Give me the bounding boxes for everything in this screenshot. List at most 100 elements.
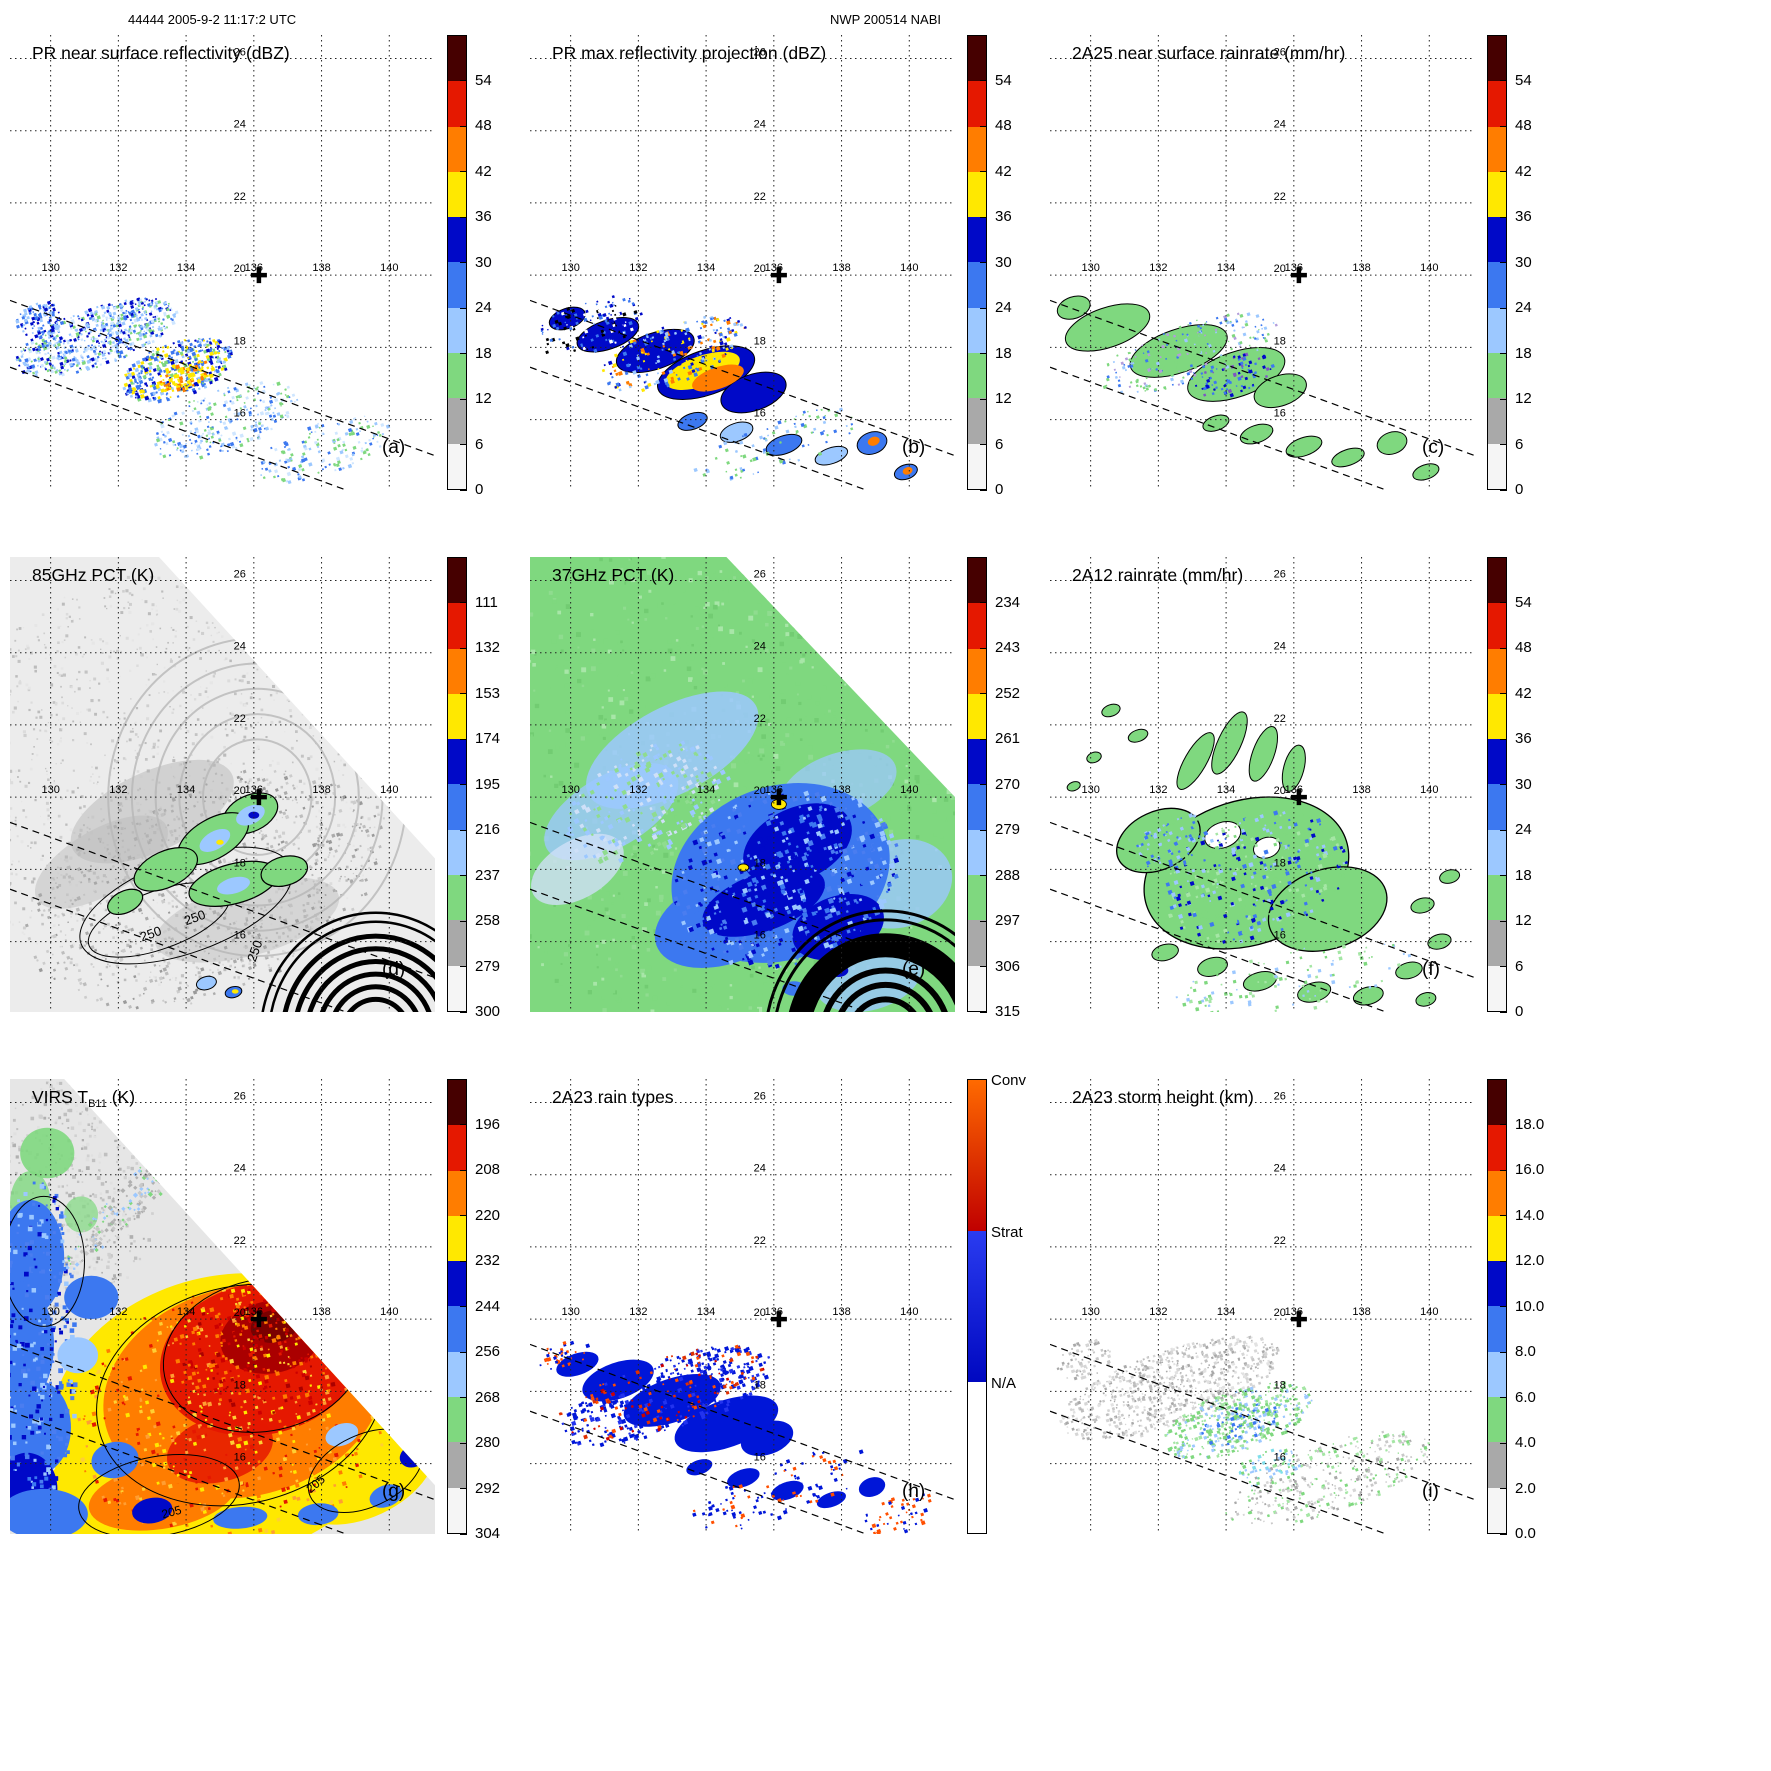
colorbar-tick-label: 0 xyxy=(1515,481,1524,498)
colorbar-tick-label: 24 xyxy=(1515,821,1532,838)
colorbar-tick-mark xyxy=(980,647,987,649)
colorbar-tick-mark xyxy=(460,353,467,354)
colorbar-segment xyxy=(968,875,986,921)
colorbar-tick-mark xyxy=(1500,784,1507,785)
colorbar-bar xyxy=(967,35,987,490)
colorbar-tick-mark xyxy=(460,966,467,967)
panel-letter: (c) xyxy=(1422,437,1445,458)
colorbar-segment xyxy=(1488,1261,1506,1307)
colorbar-tick-label: 208 xyxy=(475,1161,501,1178)
colorbar-tick-label: 24 xyxy=(995,299,1012,316)
colorbar-tick-mark xyxy=(1500,353,1507,354)
colorbar-tick-mark xyxy=(1500,1011,1507,1013)
colorbar-segment xyxy=(448,965,466,1011)
colorbar-tick-mark xyxy=(460,1306,467,1307)
colorbar-tick-mark xyxy=(980,875,987,876)
colorbar-segment xyxy=(448,1170,466,1216)
colorbar-tick-mark xyxy=(980,444,987,445)
colorbar-tick-label: 297 xyxy=(995,912,1021,929)
colorbar-tick-mark xyxy=(460,1260,467,1262)
colorbar-tick-mark xyxy=(980,920,987,922)
colorbar-tick-mark xyxy=(980,602,987,603)
colorbar-tick-mark xyxy=(980,262,987,263)
colorbar-tick-mark xyxy=(460,1442,467,1444)
colorbar-tick-mark xyxy=(980,738,987,740)
colorbar-tick-label: 111 xyxy=(475,593,498,611)
colorbar-tick-label: 12 xyxy=(1515,912,1532,929)
panel-letter: (g) xyxy=(382,1481,406,1502)
colorbar-tick-mark xyxy=(1500,602,1507,603)
colorbar-tick-mark xyxy=(460,1533,467,1535)
colorbar-tick-mark xyxy=(980,489,987,491)
panel-title-text: 2A12 rainrate (mm/hr) xyxy=(1072,565,1244,585)
colorbar-tick-mark xyxy=(460,1215,467,1216)
colorbar-tick-mark xyxy=(460,738,467,740)
colorbar-tick-label: 132 xyxy=(475,639,501,656)
panel-title: 37GHz PCT (K) xyxy=(552,565,674,588)
colorbar-tick-label: 12 xyxy=(475,390,492,407)
colorbar-tick-label: 6.0 xyxy=(1515,1388,1536,1406)
colorbar-tick-mark xyxy=(460,216,467,218)
panel-title: 2A12 rainrate (mm/hr) xyxy=(1072,565,1243,588)
colorbar-tick-mark xyxy=(980,784,987,785)
panel-title: PR near surface reflectivity (dBZ) xyxy=(32,43,290,66)
colorbar-segment xyxy=(448,920,466,966)
colorbar-f: 54 48 42 36 30 24 18 12 6 0 xyxy=(1487,557,1569,1020)
colorbar-segment xyxy=(448,36,466,82)
colorbar-h: Conv Strat N/A xyxy=(967,1072,1049,1534)
colorbar-segment xyxy=(968,920,986,966)
colorbar-segment xyxy=(448,693,466,740)
panel-title-text: PR max reflectivity projection (dBZ) xyxy=(552,43,827,63)
colorbar-bar xyxy=(1487,557,1507,1012)
colorbar-b: 54 48 42 36 30 24 18 12 6 0 xyxy=(967,35,1049,498)
colorbar-segment xyxy=(1488,81,1506,127)
colorbar-tick-label: 280 xyxy=(475,1434,501,1451)
colorbar-tick-label: 0 xyxy=(475,481,484,498)
colorbar-d: 111 132 153 174 195 216 237 258 279 300 xyxy=(447,557,529,1020)
colorbar-segment xyxy=(448,1215,466,1262)
colorbar-segment xyxy=(968,648,986,694)
colorbar-tick-label: 42 xyxy=(475,162,492,180)
colorbar-segment xyxy=(448,353,466,399)
colorbar-tick-label: 36 xyxy=(995,208,1012,225)
map-canvas-c xyxy=(1050,35,1475,490)
colorbar-segment xyxy=(1488,603,1506,649)
colorbar-segment xyxy=(968,81,986,127)
colorbar-category-label: Conv xyxy=(991,1072,1027,1089)
colorbar-tick-mark xyxy=(1500,1169,1507,1171)
colorbar-tick-mark xyxy=(1500,125,1507,127)
map-canvas-d xyxy=(10,557,435,1012)
panel-letter: (h) xyxy=(902,1481,926,1502)
colorbar-tick-label: 54 xyxy=(1515,71,1532,89)
colorbar-tick-label: 234 xyxy=(995,593,1021,611)
colorbar-tick-label: 18 xyxy=(995,344,1012,362)
colorbar-segment xyxy=(1488,1487,1506,1533)
colorbar-tick-label: 54 xyxy=(995,71,1012,89)
colorbar-bar xyxy=(447,1079,467,1534)
colorbar-segment xyxy=(1488,1306,1506,1352)
colorbar-tick-label: 6 xyxy=(1515,957,1524,975)
colorbar-tick-mark xyxy=(460,80,467,81)
colorbar-tick-label: 42 xyxy=(1515,684,1532,702)
panel-i: 2A23 storm height (km) (i) 18.0 16.0 14.0 1… xyxy=(1050,1079,1570,1542)
colorbar-e: 234 243 252 261 270 279 288 297 306 315 xyxy=(967,557,1049,1020)
colorbar-tick-mark xyxy=(460,1397,467,1398)
colorbar-a: 54 48 42 36 30 24 18 12 6 0 xyxy=(447,35,529,498)
colorbar-segment xyxy=(448,171,466,218)
colorbar-segment xyxy=(968,307,986,354)
colorbar-tick-mark xyxy=(460,920,467,922)
colorbar-segment xyxy=(448,1306,466,1352)
panel-d: 85GHz PCT (K) (d) 111 132 153 174 195 216 237 2… xyxy=(10,557,530,1020)
colorbar-segment xyxy=(1488,693,1506,740)
colorbar-category-label: N/A xyxy=(991,1375,1017,1393)
colorbar-segment xyxy=(1488,1397,1506,1443)
colorbar-tick-mark xyxy=(460,307,467,309)
colorbar-segment xyxy=(448,648,466,694)
colorbar-segment xyxy=(448,1080,466,1126)
colorbar-tick-mark xyxy=(460,784,467,785)
colorbar-tick-label: 30 xyxy=(995,253,1012,271)
panel-title-tail: (K) xyxy=(106,1087,136,1107)
panel-title-text: 2A25 near surface rainrate (mm/hr) xyxy=(1072,43,1346,63)
panel-title: VIRS TB11 (K) xyxy=(32,1087,135,1110)
colorbar-segment xyxy=(448,443,466,489)
